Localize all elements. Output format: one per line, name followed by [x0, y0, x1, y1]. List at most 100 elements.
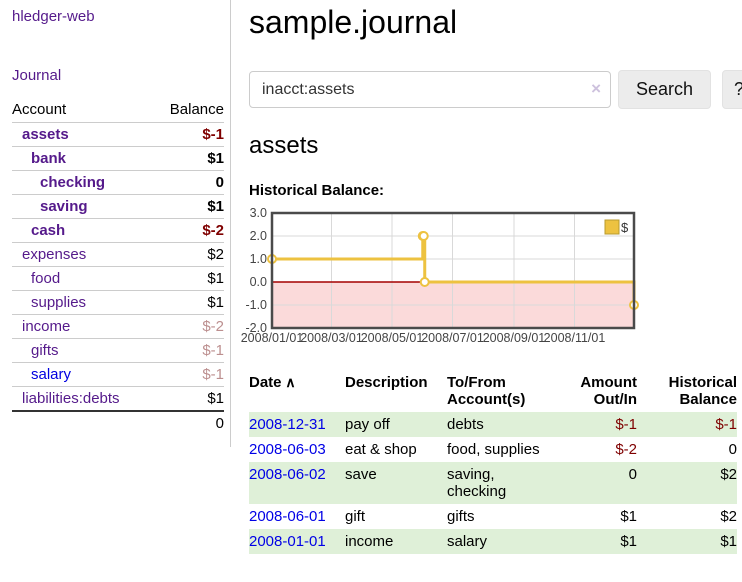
transaction-row: 2008-06-01 gift gifts $1 $2 [249, 504, 737, 529]
account-balance: $2 [152, 242, 224, 267]
transaction-accounts: gifts [447, 508, 475, 525]
account-balance: $1 [152, 266, 224, 291]
transaction-row: 2008-06-03 eat & shop food, supplies $-2 0 [249, 437, 737, 462]
transaction-balance: $2 [720, 508, 737, 525]
register-table: Date ∧ Description To/From Account(s) Amount… [249, 372, 737, 554]
transaction-amount: $-2 [615, 441, 637, 458]
accounts-table: Account Balance assets $-1 bank $1 checking 0… [12, 98, 224, 435]
transaction-date-link[interactable]: 2008-01-01 [249, 533, 326, 550]
account-balance: $-1 [152, 122, 224, 147]
accounts-header-account: Account [12, 101, 67, 118]
register-column-header: Historical Balance [668, 374, 737, 408]
svg-text:2.0: 2.0 [250, 229, 267, 243]
transaction-description: pay off [345, 412, 447, 437]
transaction-accounts: salary [447, 529, 567, 554]
svg-text:2008/07/01: 2008/07/01 [421, 331, 484, 345]
account-balance: $-2 [152, 314, 224, 339]
account-balance: $1 [152, 146, 224, 171]
svg-text:2008/01/01: 2008/01/01 [241, 331, 304, 345]
historical-balance-chart: 3.0 2.0 1.0 0.0 -1.0 -2.0 $2008/01/012008/03/0… [241, 206, 639, 345]
transaction-balance: $-1 [637, 412, 737, 437]
account-title: assets [249, 132, 319, 159]
transaction-amount: 0 [567, 462, 637, 504]
register-column-header[interactable]: Date ∧ [249, 374, 296, 391]
transaction-accounts: food, supplies [447, 441, 540, 458]
account-row: income $-2 [12, 314, 224, 339]
transaction-amount: $1 [620, 508, 637, 525]
sidebar-item-gifts[interactable]: gifts [31, 342, 59, 359]
transaction-description: income [345, 529, 447, 554]
svg-text:-2.0: -2.0 [245, 321, 267, 335]
search-form: × Search ? [249, 70, 742, 109]
transaction-description: save [345, 462, 447, 504]
register-column-header: Amount Out/In [580, 374, 637, 408]
svg-text:1.0: 1.0 [250, 252, 267, 266]
sidebar-item-journal[interactable]: Journal [12, 67, 62, 84]
clear-search-icon[interactable]: × [591, 79, 601, 98]
sidebar-item-income[interactable]: income [22, 318, 71, 335]
transaction-description: gift [345, 508, 366, 525]
transaction-balance: $2 [637, 462, 737, 504]
transaction-date-link[interactable]: 2008-06-03 [249, 441, 326, 458]
account-balance: $1 [152, 386, 224, 412]
account-row: gifts $-1 [12, 338, 224, 363]
account-row: saving $1 [12, 194, 224, 219]
account-row: checking 0 [12, 170, 224, 195]
transaction-description: eat & shop [345, 441, 417, 458]
sidebar-item-saving[interactable]: saving [40, 198, 88, 215]
search-button[interactable]: Search [618, 70, 712, 109]
transaction-amount: $1 [567, 529, 637, 554]
account-row: expenses $2 [12, 242, 224, 267]
register-column-header: To/From Account(s) [447, 374, 526, 408]
account-balance: $-1 [152, 338, 224, 363]
sidebar-item-liabilities:debts[interactable]: liabilities:debts [22, 390, 120, 407]
svg-text:2008/09/01: 2008/09/01 [483, 331, 546, 345]
account-row: food $1 [12, 266, 224, 291]
sidebar-item-salary[interactable]: salary [31, 366, 72, 383]
sidebar-item-bank[interactable]: bank [31, 150, 67, 167]
transaction-balance: 0 [728, 441, 737, 458]
transaction-row: 2008-12-31 pay off debts $-1 $-1 [249, 412, 737, 437]
account-balance: $-1 [152, 362, 224, 387]
transaction-date-link[interactable]: 2008-06-02 [249, 466, 326, 483]
account-balance: 0 [152, 170, 224, 195]
transaction-date-link[interactable]: 2008-12-31 [249, 416, 326, 433]
sidebar-item-expenses[interactable]: expenses [22, 246, 87, 263]
chart-container: 3.0 2.0 1.0 0.0 -1.0 -2.0 $2008/01/01 2008/03/0… [239, 206, 742, 353]
svg-text:$: $ [621, 220, 629, 235]
accounts-total: 0 [215, 415, 224, 432]
page: hledger-web Journal Account Balance asse… [12, 0, 742, 554]
accounts-header-balance: Balance [169, 101, 224, 118]
chart-title: Historical Balance: [249, 182, 385, 199]
account-row: salary $-1 [12, 362, 224, 387]
transaction-accounts: debts [447, 412, 567, 437]
account-balance: $1 [152, 194, 224, 219]
transaction-row: 2008-06-02 save saving, checking 0 $2 [249, 462, 737, 504]
account-row: bank $1 [12, 146, 224, 171]
sidebar-item-food[interactable]: food [31, 270, 61, 287]
svg-text:0.0: 0.0 [250, 275, 267, 289]
transaction-row: 2008-01-01 income salary $1 $1 [249, 529, 737, 554]
account-row: supplies $1 [12, 290, 224, 315]
transaction-balance: $1 [637, 529, 737, 554]
brand-link[interactable]: hledger-web [12, 8, 95, 25]
sidebar-item-assets[interactable]: assets [22, 126, 69, 143]
main-content: sample.journal × Search ? assets Histori… [231, 0, 742, 554]
sidebar-item-cash[interactable]: cash [31, 222, 66, 239]
transaction-date-link[interactable]: 2008-06-01 [249, 508, 326, 525]
register-column-header: Description [345, 374, 428, 391]
account-row: liabilities:debts $1 [12, 386, 224, 412]
transaction-accounts: saving, checking [447, 462, 567, 504]
svg-text:2008/05/01: 2008/05/01 [361, 331, 424, 345]
help-button[interactable]: ? [722, 70, 742, 109]
account-row: cash $-2 [12, 218, 224, 243]
sidebar-item-supplies[interactable]: supplies [31, 294, 87, 311]
svg-text:2008/03/01: 2008/03/01 [300, 331, 363, 345]
sidebar-item-checking[interactable]: checking [40, 174, 106, 191]
account-row: assets $-1 [12, 122, 224, 147]
transaction-amount: $-1 [567, 412, 637, 437]
svg-text:-1.0: -1.0 [245, 298, 267, 312]
search-input[interactable] [249, 71, 611, 108]
account-balance: $1 [152, 290, 224, 315]
svg-text:2008/11/01: 2008/11/01 [544, 331, 606, 345]
